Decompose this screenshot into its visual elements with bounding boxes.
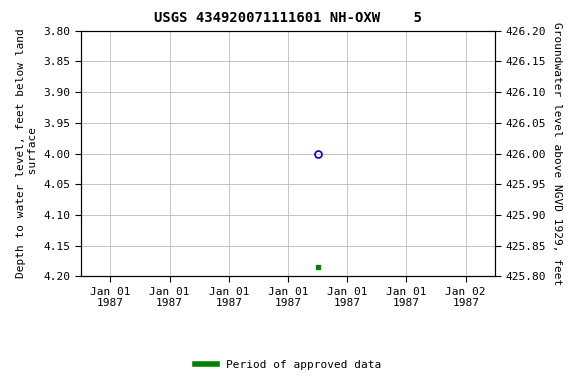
- Title: USGS 434920071111601 NH-OXW    5: USGS 434920071111601 NH-OXW 5: [154, 12, 422, 25]
- Y-axis label: Depth to water level, feet below land
 surface: Depth to water level, feet below land su…: [16, 29, 37, 278]
- Y-axis label: Groundwater level above NGVD 1929, feet: Groundwater level above NGVD 1929, feet: [552, 22, 562, 285]
- Legend: Period of approved data: Period of approved data: [191, 355, 385, 374]
